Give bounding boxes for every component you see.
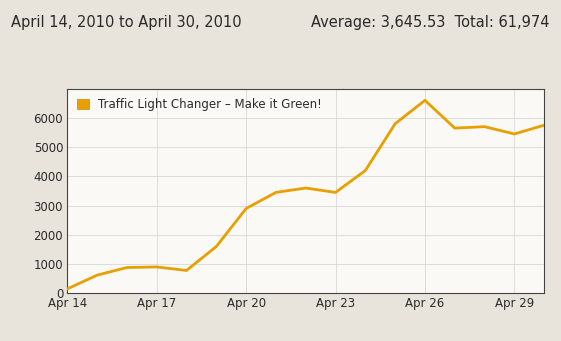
- Text: Average: 3,645.53  Total: 61,974: Average: 3,645.53 Total: 61,974: [311, 15, 550, 30]
- Legend: Traffic Light Changer – Make it Green!: Traffic Light Changer – Make it Green!: [73, 94, 325, 115]
- Text: April 14, 2010 to April 30, 2010: April 14, 2010 to April 30, 2010: [11, 15, 242, 30]
